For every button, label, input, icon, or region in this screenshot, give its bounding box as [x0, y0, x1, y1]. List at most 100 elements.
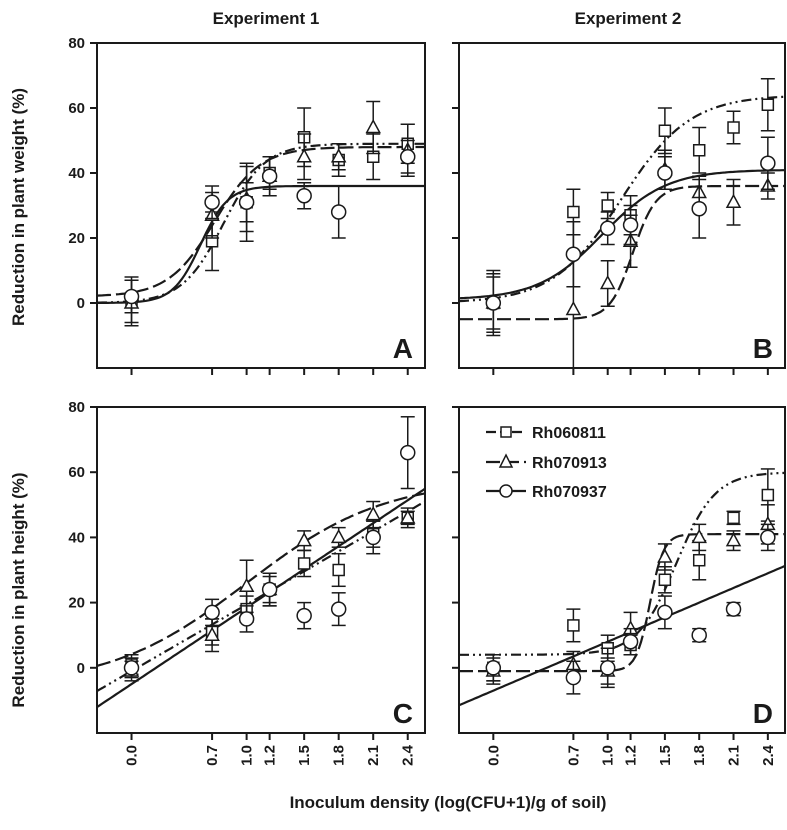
panel-curves — [459, 471, 785, 707]
x-tick-label: 0.7 — [204, 745, 221, 766]
legend-label-rh070937: Rh070937 — [532, 484, 607, 501]
point-circle — [657, 604, 673, 621]
x-tick-label: 1.2 — [623, 745, 640, 766]
point-square — [297, 557, 311, 570]
y-axis-label-weight: Reduction in plant weight (%) — [9, 88, 28, 326]
point-circle — [725, 601, 742, 617]
panel-frame — [96, 42, 426, 369]
y-tick-label: 0 — [77, 295, 85, 312]
panel-frame — [458, 42, 786, 369]
point-circle — [599, 660, 616, 676]
point-square — [567, 619, 580, 632]
point-circle — [296, 188, 312, 204]
point-circle — [399, 149, 416, 165]
series-rh070937 — [123, 416, 416, 679]
point-circle — [238, 194, 255, 210]
point-circle — [485, 660, 502, 676]
point-square — [727, 121, 740, 134]
panel-curves — [459, 95, 785, 321]
point-triangle — [204, 626, 220, 641]
x-tick-label: 0.0 — [124, 745, 141, 766]
point-square — [761, 488, 775, 502]
x-tick-label: 1.5 — [657, 745, 674, 766]
point-circle — [565, 246, 582, 262]
series-rh070937 — [485, 136, 776, 337]
point-circle — [760, 155, 776, 171]
point-triangle — [725, 193, 742, 208]
x-tick-label: 1.5 — [296, 745, 313, 766]
panel-letter: C — [393, 698, 413, 729]
point-triangle — [599, 274, 616, 290]
panel-frame — [458, 406, 786, 734]
column-title-experiment-2: Experiment 2 — [575, 9, 682, 28]
panels: 0 20 40 60 80 A B 0 20 40 60 80 0.0 0.7 1.0 1.2 1.5 1.8 2.… — [68, 35, 786, 766]
x-tick-label: 1.0 — [600, 745, 617, 766]
point-circle — [622, 217, 639, 233]
x-tick-label: 1.8 — [691, 745, 708, 766]
point-circle — [599, 220, 616, 236]
fit-curve-rh060811 — [459, 471, 785, 656]
point-circle — [760, 529, 776, 546]
column-title-experiment-1: Experiment 1 — [213, 9, 320, 28]
x-tick-label: 2.1 — [365, 745, 382, 766]
panel-c: 0 20 40 60 80 0.0 0.7 1.0 1.2 1.5 1.8 2.1 2.4 C — [68, 399, 426, 766]
point-circle — [691, 627, 707, 643]
point-triangle — [725, 532, 742, 547]
series-rh070937 — [485, 523, 776, 695]
point-circle — [330, 601, 347, 617]
y-tick-label: 60 — [68, 100, 85, 117]
point-square — [567, 205, 580, 219]
y-tick-label: 80 — [68, 35, 85, 52]
panel-letter: A — [393, 333, 413, 364]
point-square — [761, 98, 775, 111]
x-tick-label: 1.2 — [262, 745, 279, 766]
point-triangle — [365, 118, 381, 134]
x-tick-label: 1.8 — [331, 745, 348, 766]
point-triangle — [330, 528, 347, 544]
series-rh060811 — [486, 78, 775, 333]
point-square — [658, 124, 672, 137]
series-rh070937 — [123, 139, 416, 314]
point-triangle — [365, 506, 381, 521]
y-tick-label: 40 — [68, 529, 85, 546]
point-square — [692, 553, 706, 567]
legend-triangle-marker — [498, 453, 514, 468]
point-triangle — [296, 532, 312, 547]
point-triangle — [238, 577, 255, 593]
point-circle — [365, 529, 381, 546]
point-circle — [399, 444, 416, 461]
fit-curve-rh070913 — [459, 184, 785, 321]
panel-letter: D — [753, 698, 773, 729]
x-axis-label: Inoculum density (log(CFU+1)/g of soil) — [290, 793, 607, 812]
panel-letter: B — [753, 333, 773, 364]
y-tick-label: 80 — [68, 399, 85, 416]
fit-curve-rh070913 — [97, 492, 425, 667]
point-triangle — [691, 528, 707, 544]
point-triangle — [657, 548, 673, 563]
point-triangle — [330, 148, 347, 163]
y-axis-label-height: Reduction in plant height (%) — [9, 472, 28, 707]
point-square — [727, 511, 740, 525]
x-tick-label: 2.4 — [400, 744, 417, 766]
legend-square-marker — [500, 426, 512, 438]
point-circle — [261, 168, 278, 184]
fit-curve-rh070913 — [459, 533, 785, 673]
fit-curve-rh070913 — [97, 145, 425, 297]
point-circle — [691, 201, 707, 217]
point-circle — [204, 194, 220, 210]
series-rh070913 — [485, 149, 776, 369]
point-square — [692, 144, 706, 157]
point-triangle — [296, 148, 312, 163]
fit-curve-rh060811 — [97, 142, 425, 304]
point-triangle — [399, 509, 416, 524]
series-rh070913 — [485, 504, 776, 685]
panel-frame — [96, 406, 426, 734]
x-tick-label: 0.7 — [565, 745, 582, 766]
panel-curves — [97, 142, 425, 304]
x-tick-label: 2.1 — [726, 745, 743, 766]
point-circle — [622, 633, 639, 650]
legend-label-rh070913: Rh070913 — [532, 455, 607, 472]
panel-a: 0 20 40 60 80 A — [68, 35, 426, 375]
